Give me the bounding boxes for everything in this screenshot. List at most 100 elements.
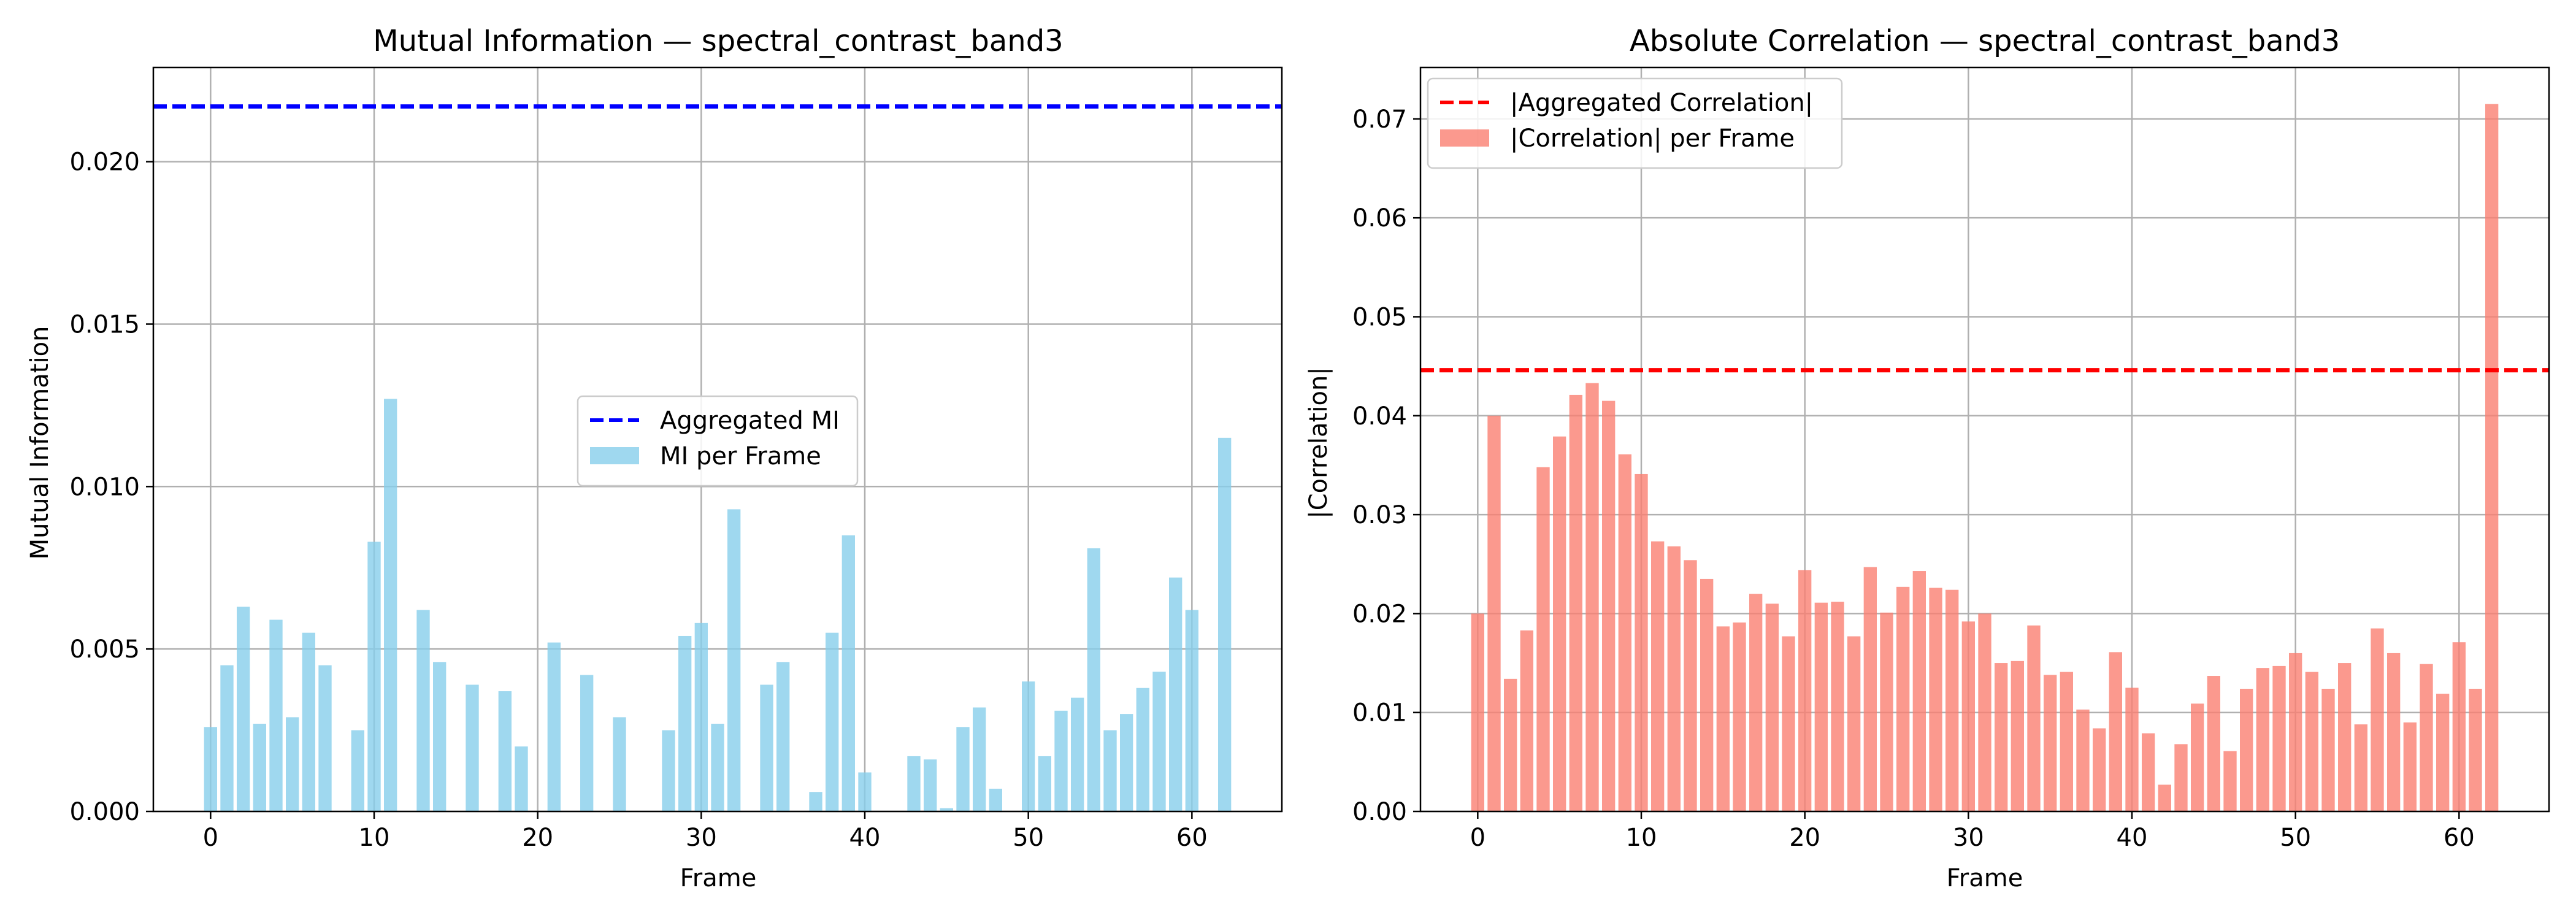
legend-label-aggregated-correlation: |Aggregated Correlation|: [1510, 89, 1813, 117]
bar: [1120, 714, 1133, 811]
bar: [2109, 652, 2122, 811]
x-axis-label: Frame: [680, 864, 757, 892]
ticks: 0 10 20 30 40 50 60 0.00 0.01 0.02 0.03 0.04 0.05 0.0…: [1352, 105, 2475, 852]
bar: [2174, 744, 2188, 811]
bar: [1022, 681, 1035, 811]
legend: |Aggregated Correlation| |Correlation| p…: [1427, 77, 1843, 169]
bar: [2011, 661, 2024, 811]
bar: [466, 684, 479, 811]
bar: [2321, 688, 2335, 811]
bar: [924, 759, 937, 811]
bar: [858, 772, 872, 811]
bar: [416, 610, 430, 811]
bar: [1733, 622, 1746, 811]
bar: [1054, 710, 1068, 811]
chart-title: Mutual Information — spectral_contrast_b…: [373, 24, 1063, 58]
bar: [2354, 724, 2367, 811]
bar: [318, 665, 332, 811]
bar: [351, 730, 364, 811]
bar: [776, 662, 790, 811]
bar: [809, 792, 822, 811]
bar: [1136, 688, 1149, 811]
bar: [760, 684, 773, 811]
bar: [2207, 676, 2220, 811]
bar: [515, 746, 528, 811]
bar: [2256, 668, 2269, 811]
bar: [1553, 436, 1566, 811]
bar: [302, 632, 315, 811]
y-tick-label: 0.03: [1352, 501, 1407, 529]
bar: [1038, 756, 1051, 811]
bar: [1896, 586, 1910, 811]
bar: [2485, 104, 2499, 812]
bar: [2436, 694, 2450, 811]
bar: [841, 535, 855, 811]
bar: [2403, 722, 2417, 811]
y-tick-label: 0.020: [69, 148, 140, 177]
bar: [2452, 642, 2466, 811]
bar: [367, 542, 381, 811]
bar: [2371, 628, 2384, 811]
bar: [1765, 604, 1779, 811]
bar: [1716, 626, 1730, 811]
bar: [1700, 578, 1714, 811]
bar: [1749, 594, 1763, 811]
x-tick-label: 20: [1789, 824, 1820, 852]
y-tick-label: 0.07: [1352, 105, 1407, 134]
axes-frame: [1419, 66, 2550, 813]
legend-box: [1427, 77, 1843, 169]
bar: [826, 632, 839, 811]
bar: [678, 635, 692, 811]
bar: [1995, 663, 2008, 811]
bar: [907, 756, 921, 811]
bar: [220, 665, 234, 811]
x-tick-label: 40: [849, 824, 881, 852]
chart-absolute-correlation: Absolute Correlation — spectral_contrast…: [1305, 24, 2550, 892]
bar: [1585, 383, 1599, 811]
bar: [2387, 653, 2401, 811]
x-tick-label: 60: [2444, 824, 2475, 852]
bar: [1831, 602, 1844, 811]
bar: [2044, 675, 2057, 811]
axes-frame: [152, 66, 1283, 813]
bar: [662, 730, 675, 811]
legend-bar-swatch: [1440, 129, 1489, 147]
x-tick-label: 40: [2117, 824, 2148, 852]
y-axis-label: |Correlation|: [1305, 367, 1333, 519]
x-tick-label: 50: [2280, 824, 2311, 852]
bar: [1912, 571, 1926, 811]
bar: [727, 509, 741, 811]
y-tick-label: 0.05: [1352, 303, 1407, 331]
bar: [2076, 709, 2090, 811]
bar: [2158, 784, 2171, 811]
bar: [1487, 415, 1501, 811]
bar: [1929, 588, 1942, 811]
bar: [1087, 548, 1100, 811]
bars: [1471, 104, 2499, 812]
legend: Aggregated MI MI per Frame: [577, 395, 859, 487]
bar: [2289, 653, 2302, 811]
bar: [1520, 630, 1533, 811]
bar: [1814, 602, 1828, 811]
bar: [1218, 437, 1232, 811]
bar: [1863, 567, 1877, 811]
y-tick-label: 0.000: [69, 798, 140, 826]
x-tick-label: 60: [1176, 824, 1208, 852]
bar: [956, 727, 970, 811]
bar: [1618, 454, 1631, 811]
y-tick-label: 0.00: [1352, 798, 1407, 826]
bar: [498, 691, 512, 811]
bar: [613, 717, 626, 811]
x-tick-label: 30: [686, 824, 717, 852]
bar: [2223, 751, 2237, 811]
bar: [1880, 612, 1893, 811]
bar: [237, 607, 250, 811]
bar: [2469, 688, 2482, 811]
bar: [547, 642, 561, 811]
legend-label-mi-per-frame: MI per Frame: [660, 442, 821, 470]
bar: [1471, 613, 1484, 811]
bar: [2240, 688, 2253, 811]
bar: [711, 723, 724, 811]
bar: [1847, 636, 1861, 811]
bar: [1961, 621, 1975, 811]
